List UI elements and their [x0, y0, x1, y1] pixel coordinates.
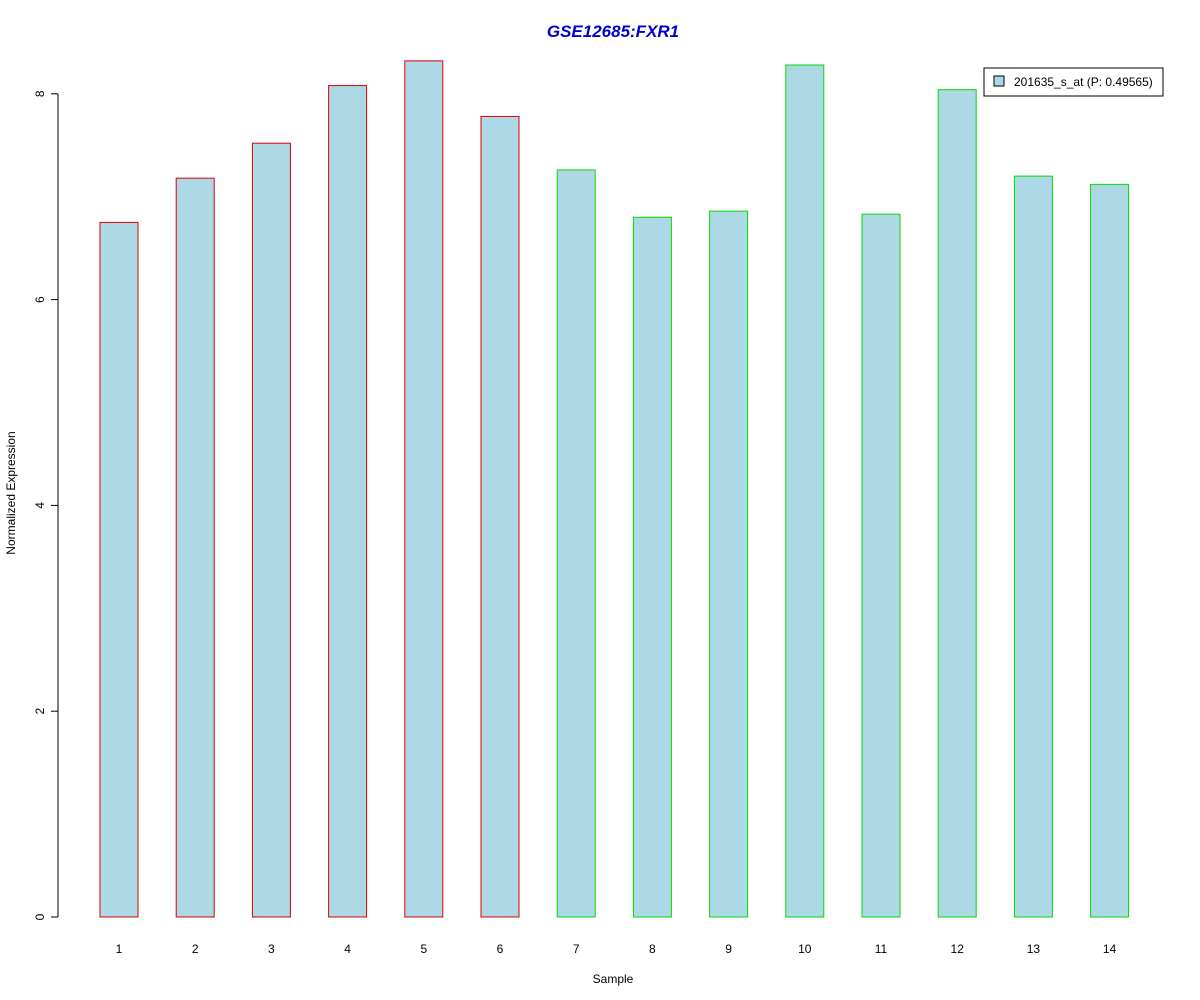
chart-title: GSE12685:FXR1	[547, 22, 679, 41]
y-axis: 0 2 4 6 8	[33, 90, 59, 920]
x-tick-label: 2	[192, 942, 199, 956]
bar-sample-9	[709, 210, 749, 918]
legend-box	[983, 67, 1164, 97]
bar-sample-3	[251, 142, 291, 918]
bar-sample-14	[1090, 183, 1130, 918]
bar-sample-1	[99, 221, 139, 918]
x-tick-label: 3	[268, 942, 275, 956]
bar-sample-6	[480, 115, 520, 918]
y-tick-label: 8	[33, 90, 47, 97]
legend-swatch	[993, 75, 1005, 87]
x-tick-label: 11	[875, 942, 888, 956]
y-axis-label: Normalized Expression	[4, 431, 18, 554]
bar-sample-2	[175, 177, 215, 918]
x-tick-label: 6	[497, 942, 504, 956]
legend: 201635_s_at (P: 0.49565)	[983, 67, 1164, 97]
x-tick-label: 10	[798, 942, 812, 956]
x-tick-label: 9	[725, 942, 732, 956]
y-tick-label: 2	[33, 708, 47, 715]
bar-sample-12	[937, 89, 977, 918]
bar-sample-8	[632, 216, 672, 918]
x-tick-label: 5	[420, 942, 427, 956]
y-tick-label: 4	[33, 502, 47, 509]
x-tick-label: 7	[573, 942, 580, 956]
bar-sample-13	[1013, 175, 1053, 918]
bar-sample-5	[404, 60, 444, 918]
x-tick-label: 4	[344, 942, 351, 956]
bar-sample-11	[861, 213, 901, 918]
x-tick-label: 12	[951, 942, 965, 956]
bar-sample-4	[328, 85, 368, 918]
bar-sample-10	[785, 64, 825, 918]
x-tick-label: 14	[1103, 942, 1117, 956]
x-tick-label: 8	[649, 942, 656, 956]
legend-label: 201635_s_at (P: 0.49565)	[1014, 75, 1153, 89]
y-tick-label: 6	[33, 296, 47, 303]
x-tick-label: 1	[116, 942, 123, 956]
bar-sample-7	[556, 169, 596, 918]
x-tick-labels: 1 2 3 4 5 6 7 8 9 10 11 12 13 14	[116, 942, 1117, 956]
x-axis-label: Sample	[593, 972, 634, 986]
bars	[99, 60, 1130, 918]
x-tick-label: 13	[1027, 942, 1041, 956]
y-tick-label: 0	[33, 913, 47, 920]
